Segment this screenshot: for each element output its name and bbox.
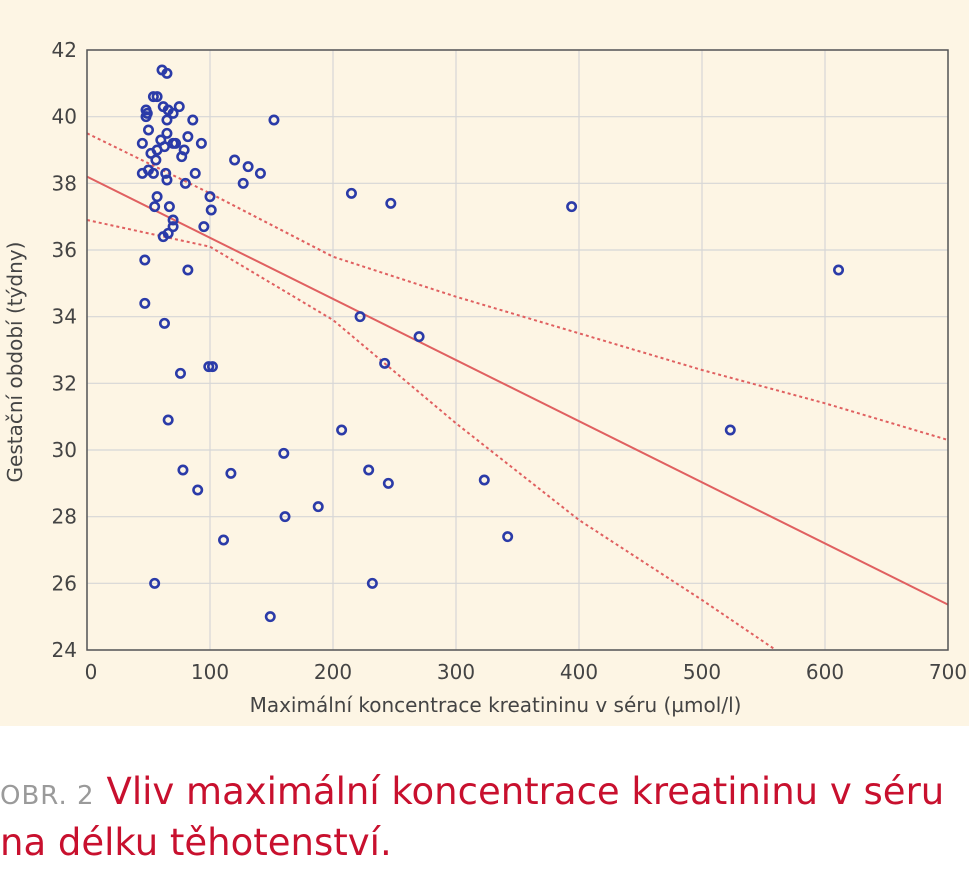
data-point (149, 577, 161, 589)
x-tick-label: 300 (437, 660, 475, 684)
caption-prefix: OBR. 2 (0, 781, 95, 811)
data-point (143, 124, 155, 136)
data-point (206, 361, 218, 373)
data-point (205, 204, 217, 216)
data-point (203, 361, 215, 373)
data-point (225, 467, 237, 479)
data-point (174, 367, 186, 379)
data-point (278, 447, 290, 459)
data-point (279, 511, 291, 523)
data-point (173, 101, 185, 113)
data-point (158, 317, 170, 329)
data-point (379, 357, 391, 369)
data-point (218, 534, 230, 546)
data-point (264, 611, 276, 623)
data-point (182, 131, 194, 143)
data-point (140, 111, 152, 123)
data-point (724, 424, 736, 436)
regression-line (86, 175, 949, 606)
data-point (268, 114, 280, 126)
x-tick-label: 600 (806, 660, 844, 684)
y-tick-label: 42 (52, 38, 77, 62)
data-points (136, 64, 845, 623)
caption-text: Vliv maximální koncentrace kreatininu v … (0, 770, 945, 864)
grid-lines (86, 49, 949, 651)
x-tick-label: 700 (929, 660, 967, 684)
data-point (366, 577, 378, 589)
x-tick-label: 0 (85, 660, 98, 684)
data-point (336, 424, 348, 436)
data-point (229, 154, 241, 166)
confidence-band-lower (86, 219, 777, 651)
data-point (182, 264, 194, 276)
data-point (161, 174, 173, 186)
tick-labels: 0 100 200 300 400 500 600 700 24 26 28 30 32 34 36 38 40… (52, 38, 968, 684)
x-tick-label: 500 (683, 660, 721, 684)
data-point (192, 484, 204, 496)
data-point (312, 501, 324, 513)
y-tick-label: 38 (52, 171, 77, 195)
data-point (195, 137, 207, 149)
data-point (136, 137, 148, 149)
data-point (161, 114, 173, 126)
data-point (198, 221, 210, 233)
y-tick-label: 28 (52, 505, 77, 529)
y-tick-label: 30 (52, 438, 77, 462)
data-point (237, 177, 249, 189)
data-point (566, 201, 578, 213)
data-point (167, 214, 179, 226)
data-point (502, 531, 514, 543)
data-point (254, 167, 266, 179)
data-point (354, 311, 366, 323)
y-tick-label: 40 (52, 105, 77, 129)
data-point (242, 161, 254, 173)
data-point (187, 114, 199, 126)
data-point (167, 221, 179, 233)
figure-panel (0, 0, 969, 726)
x-tick-label: 200 (314, 660, 352, 684)
data-point (167, 107, 179, 119)
data-point (833, 264, 845, 276)
data-point (157, 231, 169, 243)
scatter-chart: 0 100 200 300 400 500 600 700 24 26 28 30 32 34 36 38 40… (3, 38, 968, 717)
data-point (345, 187, 357, 199)
y-tick-label: 32 (52, 371, 77, 395)
data-point (167, 137, 179, 149)
data-point (176, 151, 188, 163)
data-point (150, 154, 162, 166)
x-axis-title: Maximální koncentrace kreatininu v séru … (250, 693, 742, 717)
data-point (382, 477, 394, 489)
data-point (189, 167, 201, 179)
confidence-band-upper (86, 132, 949, 441)
y-tick-label: 34 (52, 305, 77, 329)
data-point (385, 197, 397, 209)
y-tick-label: 36 (52, 238, 77, 262)
x-tick-label: 100 (191, 660, 229, 684)
data-point (204, 191, 216, 203)
data-point (139, 297, 151, 309)
data-point (413, 331, 425, 343)
data-point (163, 201, 175, 213)
data-point (160, 167, 172, 179)
data-point (158, 141, 170, 153)
y-tick-label: 26 (52, 571, 77, 595)
data-point (147, 167, 159, 179)
data-point (161, 67, 173, 79)
data-point (151, 191, 163, 203)
y-axis-title: Gestační období (týdny) (3, 242, 27, 483)
y-tick-label: 24 (52, 638, 77, 662)
data-point (151, 91, 163, 103)
data-point (149, 201, 161, 213)
data-point (139, 254, 151, 266)
data-point (162, 414, 174, 426)
data-point (478, 474, 490, 486)
regression-layer (86, 132, 949, 651)
data-point (363, 464, 375, 476)
data-point (177, 464, 189, 476)
data-point (161, 127, 173, 139)
data-point (179, 177, 191, 189)
x-tick-label: 400 (560, 660, 598, 684)
data-point (147, 91, 159, 103)
plot-frame (86, 49, 949, 651)
